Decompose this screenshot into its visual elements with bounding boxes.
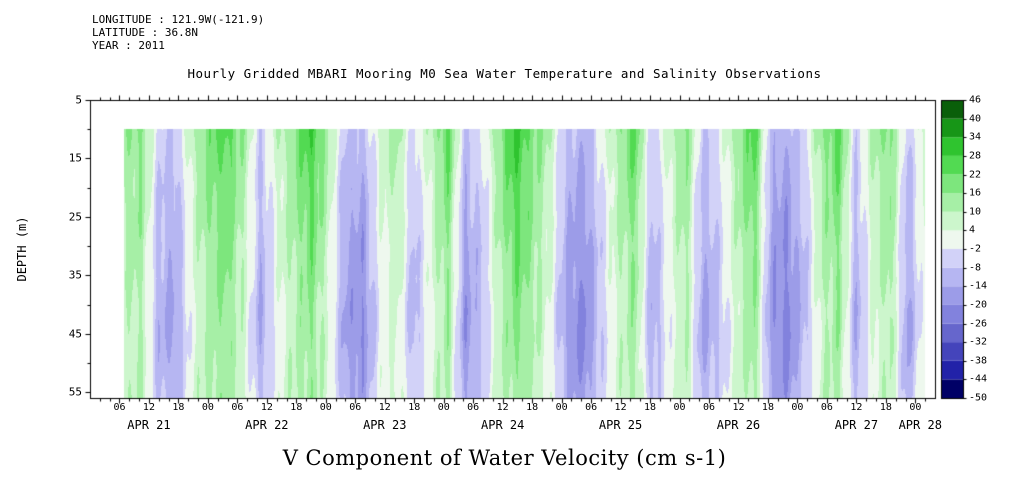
x-tick-label: 18 — [526, 402, 539, 413]
colorbar-tick-label: -50 — [969, 392, 988, 404]
year-label: YEAR : 2011 — [92, 39, 165, 52]
x-date-label: APR 21 — [127, 418, 171, 432]
x-tick-label: 12 — [732, 402, 745, 413]
colorbar-tick-label: 10 — [969, 206, 982, 218]
colorbar-tick-label: 28 — [969, 150, 982, 162]
x-tick-label: 06 — [820, 402, 833, 413]
x-tick-label: 00 — [201, 402, 214, 413]
colorbar-tick-label: -20 — [969, 299, 988, 311]
plot-title: Hourly Gridded MBARI Mooring M0 Sea Wate… — [187, 66, 822, 81]
x-date-label: APR 24 — [480, 418, 525, 432]
colorbar-tick-label: -38 — [969, 355, 988, 367]
x-tick-label: 18 — [644, 402, 657, 413]
x-tick-label: 00 — [555, 402, 568, 413]
x-tick-label: 12 — [496, 402, 509, 413]
x-tick-label: 00 — [437, 402, 450, 413]
x-tick-label: 18 — [172, 402, 185, 413]
x-tick-label: 18 — [879, 402, 892, 413]
y-tick-label: 55 — [68, 385, 82, 399]
y-tick-label: 45 — [68, 327, 82, 341]
x-tick-label: 06 — [349, 402, 362, 413]
x-date-label: APR 26 — [716, 418, 761, 432]
x-date-label: APR 27 — [834, 418, 879, 432]
x-tick-label: 12 — [614, 402, 627, 413]
x-tick-label: 00 — [909, 402, 922, 413]
longitude-label: LONGITUDE : 121.9W(-121.9) — [92, 13, 265, 26]
y-tick-label: 15 — [68, 151, 82, 165]
colorbar-tick-label: 22 — [969, 169, 982, 180]
colorbar-tick-label: 16 — [969, 187, 982, 199]
x-tick-label: 00 — [791, 402, 804, 413]
x-date-label: APR 23 — [363, 418, 407, 432]
colorbar-tick-label: 46 — [969, 94, 982, 106]
x-tick-label: 06 — [467, 402, 480, 413]
y-tick-label: 35 — [68, 268, 82, 282]
colorbar-tick-label: -32 — [969, 336, 988, 348]
y-tick-label: 5 — [75, 93, 82, 107]
x-tick-label: 00 — [319, 402, 332, 413]
x-tick-label: 12 — [850, 402, 863, 413]
x-tick-label: 06 — [113, 402, 126, 413]
x-date-label: APR 25 — [598, 418, 643, 432]
x-date-label: APR 28 — [898, 418, 942, 432]
colorbar-tick-label: -26 — [969, 318, 988, 329]
colorbar-tick-label: -2 — [969, 243, 982, 255]
y-tick-label: 25 — [68, 210, 82, 224]
x-tick-label: 18 — [761, 402, 774, 413]
x-tick-label: 06 — [231, 402, 244, 413]
x-tick-label: 06 — [585, 402, 598, 413]
x-tick-label: 06 — [702, 402, 716, 413]
x-tick-label: 12 — [378, 402, 391, 413]
colorbar-tick-label: 4 — [969, 224, 976, 236]
colorbar-tick-label: 34 — [969, 131, 982, 143]
x-tick-label: 12 — [260, 402, 273, 413]
x-tick-label: 18 — [408, 402, 421, 413]
x-axis-title: V Component of Water Velocity (cm s-1) — [282, 446, 727, 470]
colorbar-tick-label: -44 — [969, 373, 988, 385]
latitude-label: LATITUDE : 36.8N — [92, 26, 198, 39]
colorbar-tick-label: -8 — [969, 262, 982, 274]
x-tick-label: 12 — [142, 402, 155, 413]
colorbar-tick-label: 40 — [969, 113, 982, 125]
y-axis-title: DEPTH (m) — [15, 216, 29, 282]
x-date-label: APR 22 — [245, 418, 289, 432]
colorbar-tick-label: -14 — [969, 280, 988, 292]
x-tick-label: 00 — [673, 402, 686, 413]
x-tick-label: 18 — [290, 402, 303, 413]
